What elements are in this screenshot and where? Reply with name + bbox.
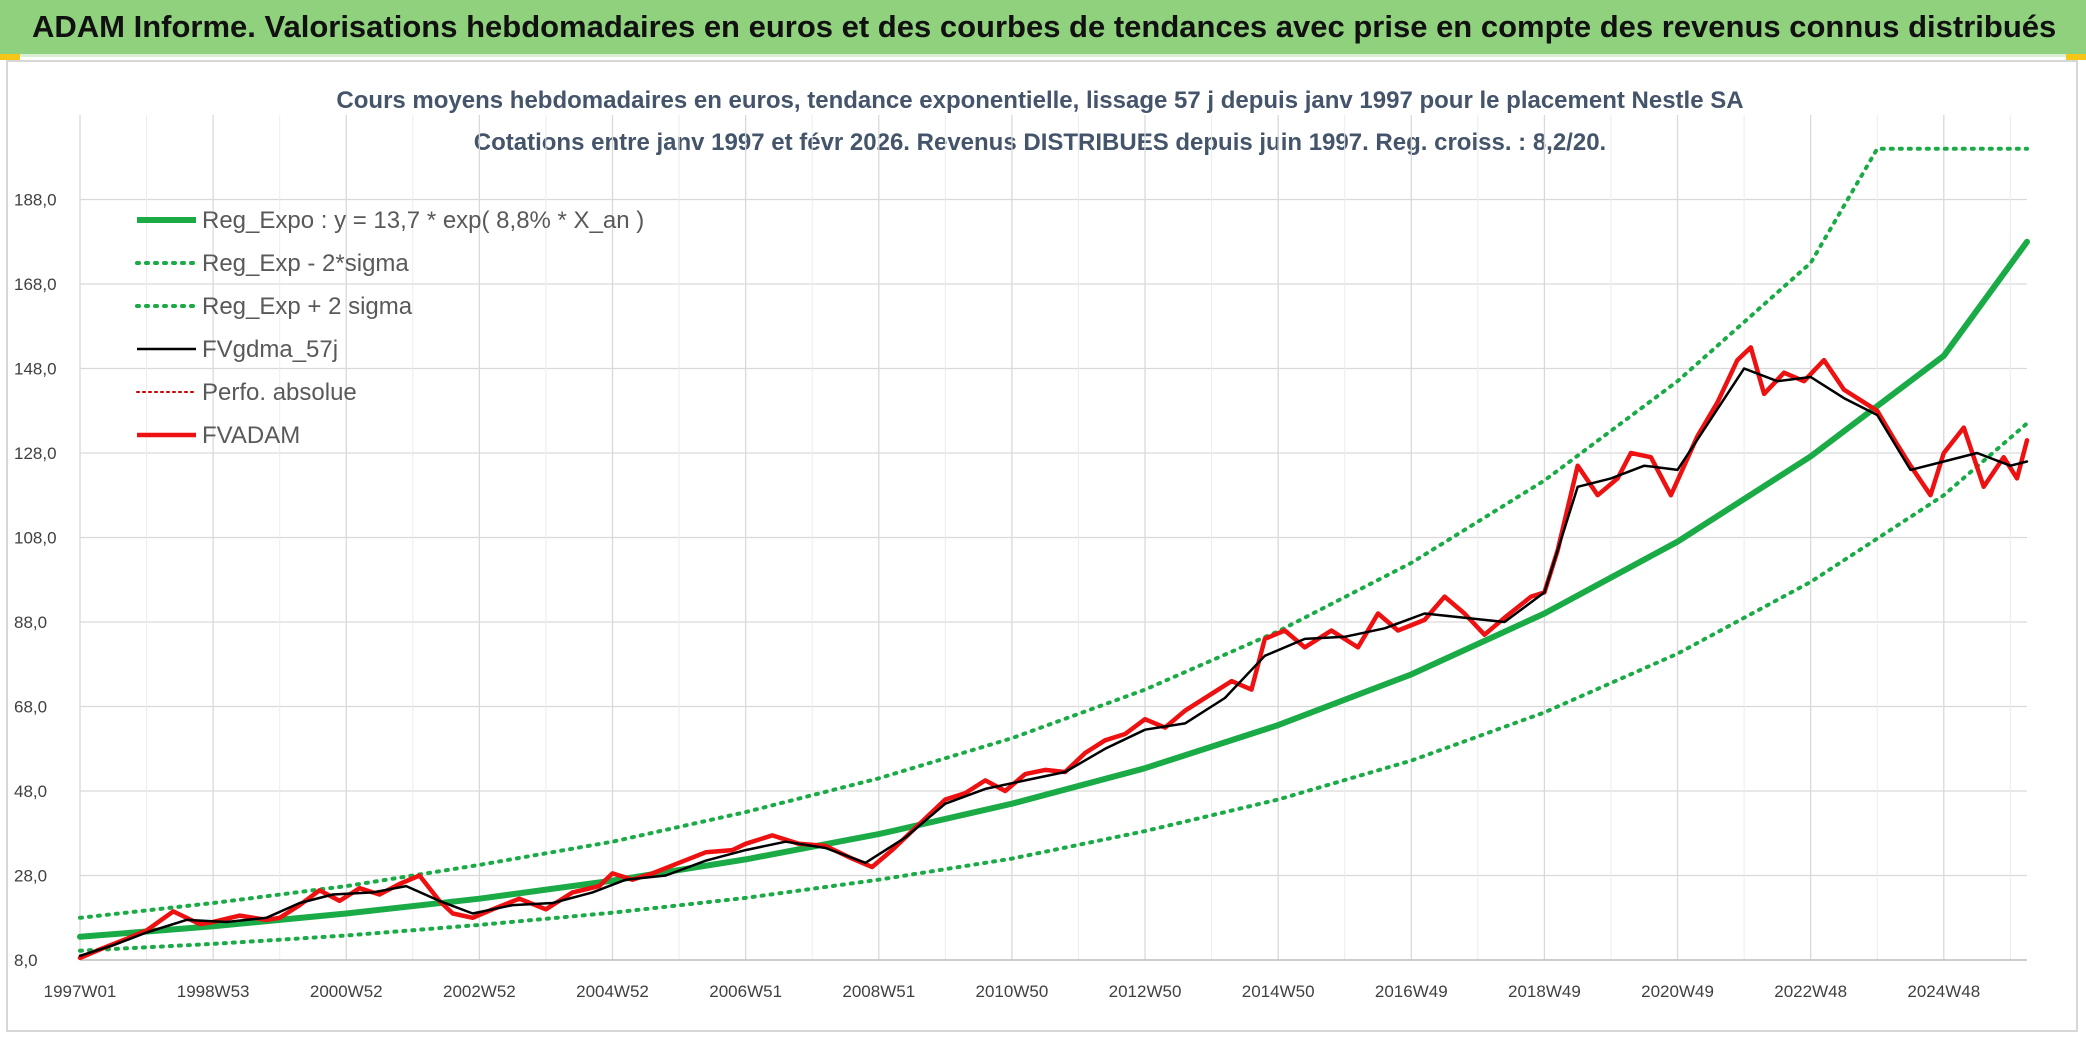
chart-frame — [6, 60, 2078, 1032]
x-tick-label: 2022W48 — [1774, 982, 1847, 1001]
x-tick-label: 1997W01 — [44, 982, 117, 1001]
corner-accent-left — [0, 54, 20, 60]
y-tick-label: 8,0 — [14, 951, 38, 970]
corner-accent-right — [2066, 54, 2086, 60]
x-tick-label: 2016W49 — [1375, 982, 1448, 1001]
y-tick-label: 108,0 — [14, 529, 57, 548]
series-line-reg_expo — [77, 238, 2030, 940]
x-tick-label: 2018W49 — [1508, 982, 1581, 1001]
series-line-reg_minus — [78, 421, 2029, 953]
y-tick-label: 48,0 — [14, 782, 47, 801]
legend-label-reg_expo: Reg_Expo : y = 13,7 * exp( 8,8% * X_an ) — [202, 207, 644, 234]
legend-label-fvgdma: FVgdma_57j — [202, 336, 338, 363]
x-tick-label: 2014W50 — [1242, 982, 1315, 1001]
y-tick-label: 168,0 — [14, 275, 57, 294]
x-tick-label: 2024W48 — [1907, 982, 1980, 1001]
y-tick-label: 28,0 — [14, 867, 47, 886]
x-tick-label: 2008W51 — [842, 982, 915, 1001]
chart-title-line2: Cotations entre janv 1997 et févr 2026. … — [474, 129, 1606, 156]
y-tick-label: 88,0 — [14, 613, 47, 632]
x-tick-label: 1998W53 — [177, 982, 250, 1001]
y-tick-label: 128,0 — [14, 444, 57, 463]
series-line-reg_plus — [78, 146, 2029, 920]
legend-label-reg_minus: Reg_Exp - 2*sigma — [202, 250, 409, 277]
banner: ADAM Informe. Valorisations hebdomadaire… — [0, 0, 2086, 57]
grid — [79, 115, 2027, 961]
x-tick-label: 2012W50 — [1109, 982, 1182, 1001]
banner-title: ADAM Informe. Valorisations hebdomadaire… — [32, 9, 2057, 44]
x-tick-label: 2006W51 — [709, 982, 782, 1001]
legend-label-reg_plus: Reg_Exp + 2 sigma — [202, 293, 413, 320]
y-tick-label: 188,0 — [14, 191, 57, 210]
x-tick-label: 2010W50 — [976, 982, 1049, 1001]
y-tick-label: 68,0 — [14, 698, 47, 717]
y-axis: 8,0 28,0 48,0 68,0 88,0 108,0 128,0 148,0 168,0 1… — [14, 191, 57, 971]
x-tick-label: 2004W52 — [576, 982, 649, 1001]
legend-label-perfo: Perfo. absolue — [202, 379, 357, 406]
x-tick-label: 2002W52 — [443, 982, 516, 1001]
legend-label-fvadam: FVADAM — [202, 422, 300, 449]
x-axis: 1997W01 1998W53 2000W52 2002W52 2004W52 2006W… — [44, 982, 1981, 1001]
x-tick-label: 2000W52 — [310, 982, 383, 1001]
legend: Reg_Expo : y = 13,7 * exp( 8,8% * X_an )… — [135, 207, 644, 449]
x-tick-label: 2020W49 — [1641, 982, 1714, 1001]
series-line-fvgdma — [78, 367, 2029, 958]
plot-series — [77, 146, 2030, 961]
series-line-fvadam — [77, 345, 2030, 961]
y-tick-label: 148,0 — [14, 360, 57, 379]
chart-title-line1: Cours moyens hebdomadaires en euros, ten… — [336, 87, 1743, 114]
